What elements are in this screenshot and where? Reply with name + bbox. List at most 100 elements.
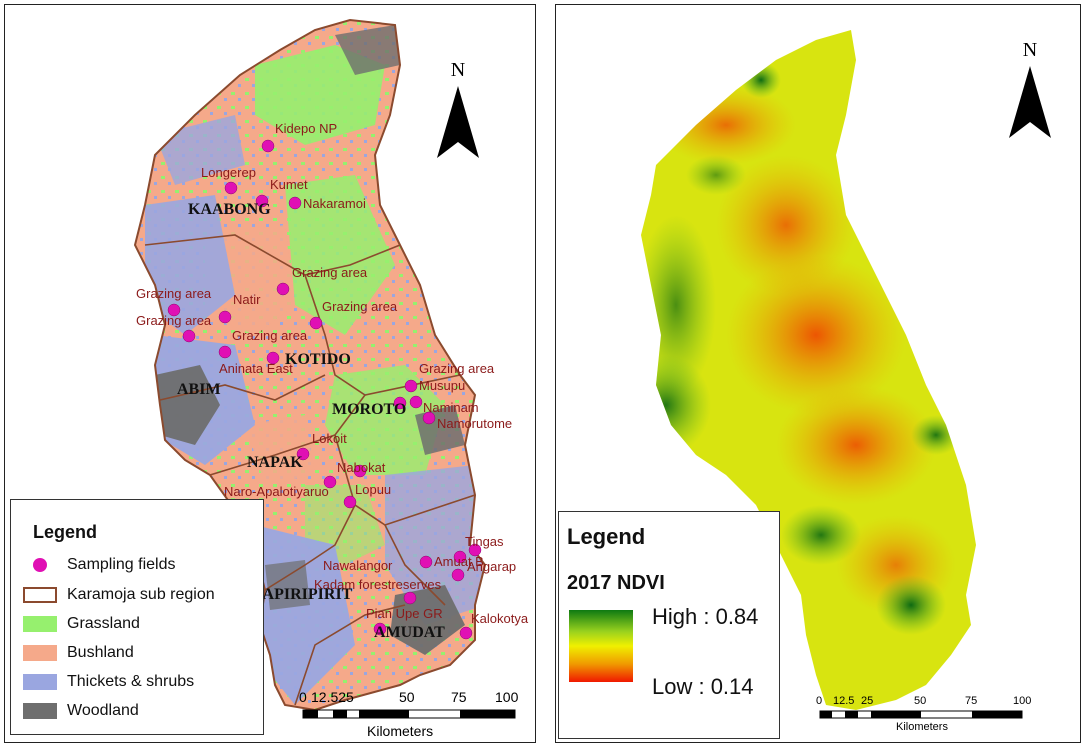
ndvi-map (641, 30, 1023, 719)
sampling-dot-icon (23, 557, 57, 573)
north-arrow-icon (1009, 66, 1051, 138)
site-label: Lokoit (312, 431, 347, 446)
north-arrow: N (433, 59, 483, 167)
sample-point (459, 626, 473, 640)
scale-tick: 12.5 (833, 695, 855, 707)
ndvi-map-panel: N Legend 2017 NDVI High : 0.84 Low : 0.1… (555, 4, 1081, 743)
bushland-swatch (23, 645, 57, 661)
site-label: Natir (233, 292, 261, 307)
sample-point (255, 194, 269, 208)
district-label: NAPAK (247, 454, 303, 471)
scale-tick: 25 (861, 695, 874, 707)
site-label: Angarap (467, 559, 516, 574)
site-label: Longerep (201, 165, 256, 180)
legend-title: Legend (567, 524, 646, 549)
site-label: Grazing area (292, 265, 368, 280)
site-label: Namorutome (437, 416, 512, 431)
sample-point (451, 568, 465, 582)
site-label: Amuat B (434, 554, 484, 569)
sample-point (218, 310, 232, 324)
sample-point (403, 591, 417, 605)
sampling-points (167, 139, 482, 640)
site-label: Kidepo NP (275, 121, 337, 136)
land-cover-map-panel: Kidepo NP Longerep Kumet Nakaramoi Grazi… (4, 4, 536, 743)
grassland-swatch (23, 616, 57, 632)
scale-tick: 75 (965, 695, 978, 707)
sample-point (261, 139, 275, 153)
site-label: Grazing area (419, 361, 495, 376)
scale-tick: 75 (451, 689, 467, 705)
legend-label: Bushland (67, 644, 134, 661)
ndvi-low-label: Low : 0.14 (652, 674, 754, 699)
sample-point (393, 396, 407, 410)
site-label: Musupu (419, 378, 465, 393)
scale-tick: 50 (914, 695, 927, 707)
land-cover-map: Kidepo NP Longerep Kumet Nakaramoi Grazi… (134, 19, 529, 719)
sample-point (468, 543, 482, 557)
sample-point (419, 555, 433, 569)
sample-point (353, 464, 367, 478)
legend-label: Woodland (67, 702, 139, 719)
site-label: Lopuu (355, 482, 391, 497)
scale-tick: 100 (1013, 695, 1032, 707)
sample-point (323, 475, 337, 489)
scale-tick: 0 (816, 695, 823, 707)
site-label: Tingas (465, 534, 504, 549)
north-label: N (1022, 39, 1038, 61)
site-label: Kalokotya (471, 611, 529, 626)
scale-tick: 12.525 (311, 689, 354, 705)
ndvi-color-ramp (569, 610, 633, 682)
boundary-swatch-icon (23, 587, 57, 603)
thickets-swatch (23, 674, 57, 690)
site-label: Pian Upe GR (366, 606, 443, 621)
legend-item-grassland: Grassland (23, 611, 140, 637)
ndvi-layer-title: 2017 NDVI (567, 572, 665, 594)
site-label: Grazing area (232, 328, 308, 343)
site-label: Nawalangor (323, 558, 393, 573)
legend-label: Thickets & shrubs (67, 673, 195, 690)
site-label: Grazing area (136, 313, 212, 328)
scale-tick: 100 (495, 689, 519, 705)
north-arrow-icon (437, 86, 479, 158)
district-label: MOROTO (332, 401, 406, 418)
district-label: KOTIDO (285, 351, 351, 368)
site-label: Kadam forestreserves (314, 577, 442, 592)
land-cover-legend: Legend Sampling fields Karamoja sub regi… (10, 499, 264, 735)
sample-point (296, 447, 310, 461)
site-label: Grazing area (136, 286, 212, 301)
sample-point (422, 411, 436, 425)
site-label: Naro-Apalotiyaruo (224, 484, 329, 499)
legend-label: Sampling fields (67, 556, 176, 573)
site-label: Kumet (270, 177, 308, 192)
sample-point (373, 622, 387, 636)
sample-point (276, 282, 290, 296)
scale-tick: 50 (399, 689, 415, 705)
scale-tick: 0 (299, 689, 307, 705)
ndvi-high-label: High : 0.84 (652, 604, 759, 629)
scale-unit: Kilometers (367, 723, 434, 739)
scale-bar (302, 709, 516, 719)
legend-item-bushland: Bushland (23, 640, 134, 666)
site-label: Nakaramoi (303, 196, 366, 211)
sample-point (266, 351, 280, 365)
district-boundaries (144, 234, 476, 706)
woodland-swatch (23, 703, 57, 719)
sample-point (218, 345, 232, 359)
site-label: Nabokat (337, 460, 386, 475)
north-arrow: N (1005, 39, 1055, 147)
district-label: ABIM (177, 381, 221, 398)
district-label: AMUDAT (374, 624, 445, 641)
scale-unit: Kilometers (896, 721, 948, 733)
ndvi-legend: Legend 2017 NDVI High : 0.84 Low : 0.14 (558, 511, 780, 739)
district-label: KAABONG (188, 201, 271, 218)
sample-point (409, 395, 423, 409)
site-label: Grazing area (322, 299, 398, 314)
legend-item-thickets: Thickets & shrubs (23, 669, 194, 695)
site-label: Aninata East (219, 361, 293, 376)
site-label: Naminam (423, 400, 479, 415)
sample-point (288, 196, 302, 210)
legend-item-karamoja: Karamoja sub region (23, 582, 215, 608)
legend-title: Legend (33, 522, 98, 542)
legend-label: Karamoja sub region (67, 586, 215, 603)
sample-point (224, 181, 238, 195)
